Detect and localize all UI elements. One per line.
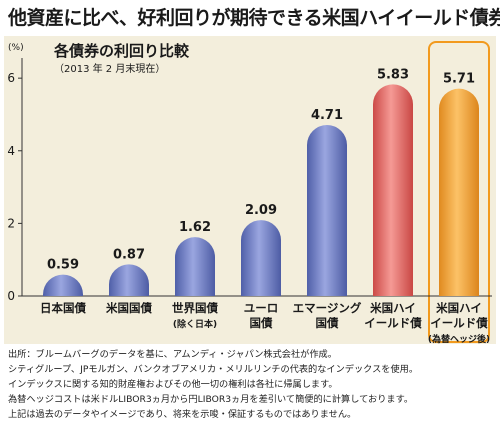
chart-subtitle: （2013 年 2 月末現在） [54,62,165,75]
bar [241,220,281,296]
bar [175,237,215,296]
data-label: 4.71 [311,108,343,123]
data-label: 1.62 [179,220,211,235]
bar [373,84,413,296]
category-label: 世界国債 [172,301,218,315]
category-label: 日本国債 [40,301,86,315]
bars [43,84,479,296]
bar [43,274,83,296]
y-axis-unit: (%) [8,43,24,53]
footnote-rights: インデックスに関する知的財産権およびその他一切の権利は各社に帰属します。 [8,379,338,390]
data-label: 5.83 [377,67,409,82]
category-label: (為替ヘッジ後) [428,333,490,344]
data-label: 2.09 [245,203,277,218]
bar [439,88,479,296]
footnotes: 出所：ブルームバーグのデータを基に、アムンディ・ジャパン株式会社が作成。 シティ… [8,347,496,422]
chart-title: 各債券の利回り比較 [53,42,190,60]
y-tick-label: 6 [7,71,15,85]
category-label: イールド債 [430,316,488,330]
bar [307,125,347,296]
footnote-hedge: 為替ヘッジコストは米ドルLIBOR3ヵ月から円LIBOR3ヵ月を差引いて簡便的に… [8,394,414,405]
data-label: 0.59 [47,258,79,273]
category-label: (除く日本) [173,318,217,330]
data-label: 0.87 [113,247,145,262]
category-label: エマージング [293,301,362,315]
highlight-frame [428,41,490,343]
y-axis: 0 2 4 6 [7,58,492,303]
bar [109,264,149,296]
headline: 他資産に比べ、好利回りが期待できる米国ハイイールド債券 [8,7,500,29]
category-label: イールド債 [364,316,422,330]
category-label: ユーロ [244,301,279,315]
category-label: 米国ハイ [369,301,416,315]
y-tick-label: 4 [7,144,15,158]
value-labels: 0.59 0.87 1.62 2.09 4.71 5.83 5.71 [47,67,475,272]
category-label: 国債 [250,316,273,330]
category-label: 国債 [316,316,339,330]
footnote-source: 出所：ブルームバーグのデータを基に、アムンディ・ジャパン株式会社が作成。 [8,349,337,360]
category-labels: 日本国債 米国国債 世界国債(除く日本)ユーロ国債エマージング国債米国ハイイールド債… [40,301,490,345]
footnote-indices: シティグループ、JPモルガン、バンクオブアメリカ・メリルリンチの代表的なインデッ… [8,364,419,375]
y-tick-label: 2 [7,216,15,230]
footnote-disclaimer: 上記は過去のデータやイメージであり、将来を示唆・保証するものではありません。 [8,409,357,420]
category-label: 米国ハイ [435,301,482,315]
y-tick-label: 0 [7,289,15,303]
category-label: 米国国債 [105,301,152,315]
data-label: 5.71 [443,72,475,87]
